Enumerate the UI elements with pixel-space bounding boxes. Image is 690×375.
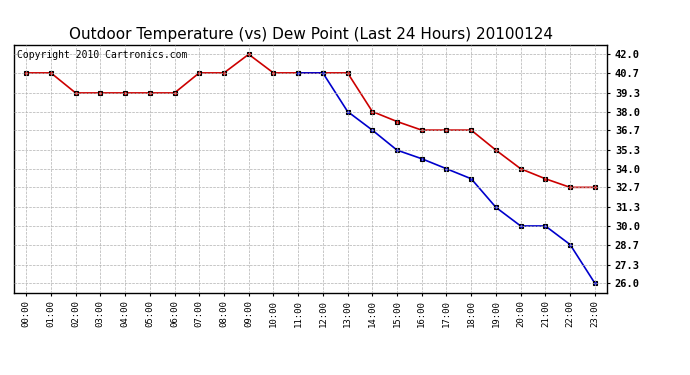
- Text: Copyright 2010 Cartronics.com: Copyright 2010 Cartronics.com: [17, 50, 187, 60]
- Title: Outdoor Temperature (vs) Dew Point (Last 24 Hours) 20100124: Outdoor Temperature (vs) Dew Point (Last…: [68, 27, 553, 42]
